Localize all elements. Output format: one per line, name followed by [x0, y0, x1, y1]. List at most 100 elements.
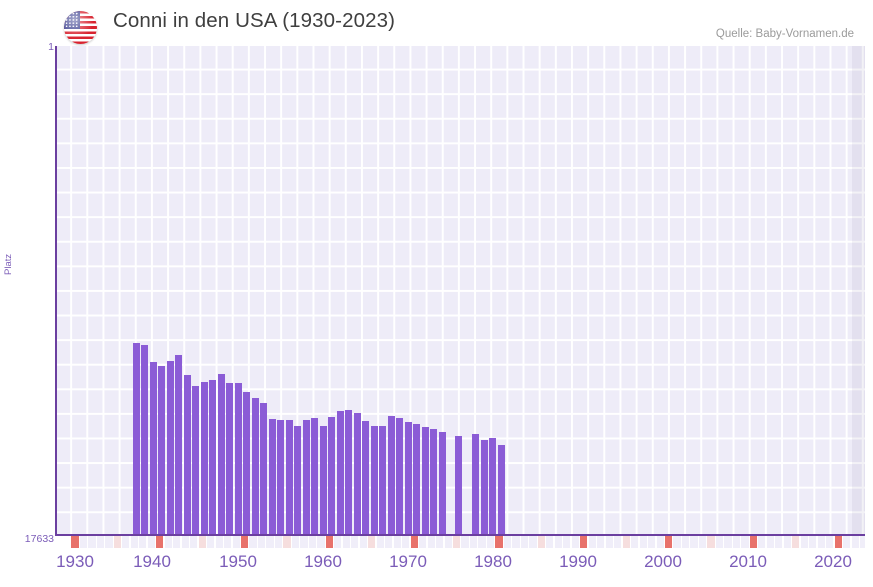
bar[interactable]	[260, 403, 268, 535]
x-tick-minor	[334, 536, 342, 548]
x-tick-minor	[368, 536, 376, 548]
x-tick-major	[410, 536, 418, 548]
x-axis-tick-label: 2010	[729, 552, 767, 571]
bar[interactable]	[226, 383, 234, 535]
x-axis-tick-label: 2020	[814, 552, 852, 571]
x-tick-minor	[359, 536, 367, 548]
bar[interactable]	[133, 343, 141, 535]
x-tick-minor	[520, 536, 529, 548]
x-tick-minor	[597, 536, 605, 548]
bar[interactable]	[217, 374, 225, 535]
bar[interactable]	[268, 419, 276, 535]
x-tick-minor	[698, 536, 707, 548]
bar[interactable]	[243, 392, 251, 535]
x-tick-minor	[732, 536, 741, 548]
bar[interactable]	[370, 426, 378, 535]
x-tick-major	[325, 536, 333, 548]
x-tick-minor	[122, 536, 130, 548]
bar[interactable]	[158, 365, 166, 535]
bar[interactable]	[175, 354, 183, 535]
bar[interactable]	[285, 420, 293, 535]
x-tick-minor	[546, 536, 554, 548]
x-axis-line	[55, 534, 865, 536]
x-axis-tick-label: 2000	[644, 552, 682, 571]
x-axis-tick-label: 1980	[474, 552, 512, 571]
x-tick-minor	[486, 536, 495, 548]
bar[interactable]	[302, 420, 310, 535]
x-tick-minor	[809, 536, 817, 548]
x-tick-minor	[351, 536, 359, 548]
x-tick-major	[71, 536, 79, 548]
bar[interactable]	[328, 417, 336, 535]
x-tick-minor	[461, 536, 469, 548]
x-tick-minor	[631, 536, 639, 548]
x-tick-minor	[291, 536, 300, 548]
x-tick-minor	[563, 536, 571, 548]
page-title: Conni in den USA (1930-2023)	[113, 9, 396, 32]
bar[interactable]	[480, 440, 488, 535]
bar[interactable]	[404, 421, 412, 535]
x-tick-minor	[453, 536, 461, 548]
bar[interactable]	[200, 382, 208, 535]
x-tick-minor	[529, 536, 537, 548]
bar[interactable]	[413, 424, 421, 535]
bar[interactable]	[497, 444, 505, 535]
bar[interactable]	[251, 398, 259, 535]
x-tick-minor	[317, 536, 325, 548]
x-tick-minor	[376, 536, 384, 548]
bar[interactable]	[421, 427, 429, 535]
bar[interactable]	[336, 410, 344, 535]
bar[interactable]	[353, 413, 361, 535]
y-tick-label-top: 1	[48, 41, 54, 53]
x-tick-minor	[402, 536, 410, 548]
y-tick-label-bottom: 17633	[24, 533, 54, 545]
bar[interactable]	[430, 429, 438, 535]
x-tick-minor	[342, 536, 350, 548]
x-tick-minor	[826, 536, 834, 548]
x-tick-major	[156, 536, 164, 548]
chart-plot-area	[56, 46, 865, 535]
x-tick-minor	[88, 536, 96, 548]
bar[interactable]	[379, 426, 387, 535]
x-tick-minor	[681, 536, 690, 548]
x-tick-minor	[741, 536, 749, 548]
bar[interactable]	[489, 437, 497, 535]
bar[interactable]	[183, 374, 191, 535]
bar[interactable]	[141, 344, 149, 535]
bar[interactable]	[166, 361, 174, 535]
bar[interactable]	[438, 432, 446, 535]
bar[interactable]	[362, 421, 370, 535]
x-tick-minor	[673, 536, 681, 548]
x-tick-minor	[385, 536, 393, 548]
x-tick-minor	[851, 536, 859, 548]
bar[interactable]	[149, 361, 157, 535]
bar[interactable]	[234, 383, 242, 535]
x-axis-tick-label: 1940	[133, 552, 171, 571]
x-axis-tick-label: 1950	[219, 552, 257, 571]
x-tick-minor	[800, 536, 808, 548]
x-tick-minor	[190, 536, 198, 548]
source-credit: Quelle: Baby-Vornamen.de	[715, 28, 854, 40]
y-axis-title: Platz	[3, 253, 14, 275]
x-tick-major	[665, 536, 673, 548]
bar[interactable]	[472, 434, 480, 535]
us-flag-icon	[64, 11, 97, 44]
x-axis-tick-label: 1970	[389, 552, 427, 571]
bar[interactable]	[319, 425, 327, 535]
x-tick-minor	[554, 536, 562, 548]
x-tick-major	[749, 536, 757, 548]
y-axis-line	[55, 46, 57, 535]
bar[interactable]	[345, 410, 353, 535]
x-tick-minor	[707, 536, 715, 548]
bar[interactable]	[396, 417, 404, 535]
x-tick-minor	[113, 536, 121, 548]
bar[interactable]	[294, 425, 302, 535]
x-tick-minor	[257, 536, 266, 548]
bar[interactable]	[455, 436, 463, 535]
bar[interactable]	[192, 386, 200, 535]
bar[interactable]	[311, 418, 319, 535]
bar[interactable]	[209, 380, 217, 535]
bar[interactable]	[387, 416, 395, 535]
bar[interactable]	[277, 420, 285, 535]
